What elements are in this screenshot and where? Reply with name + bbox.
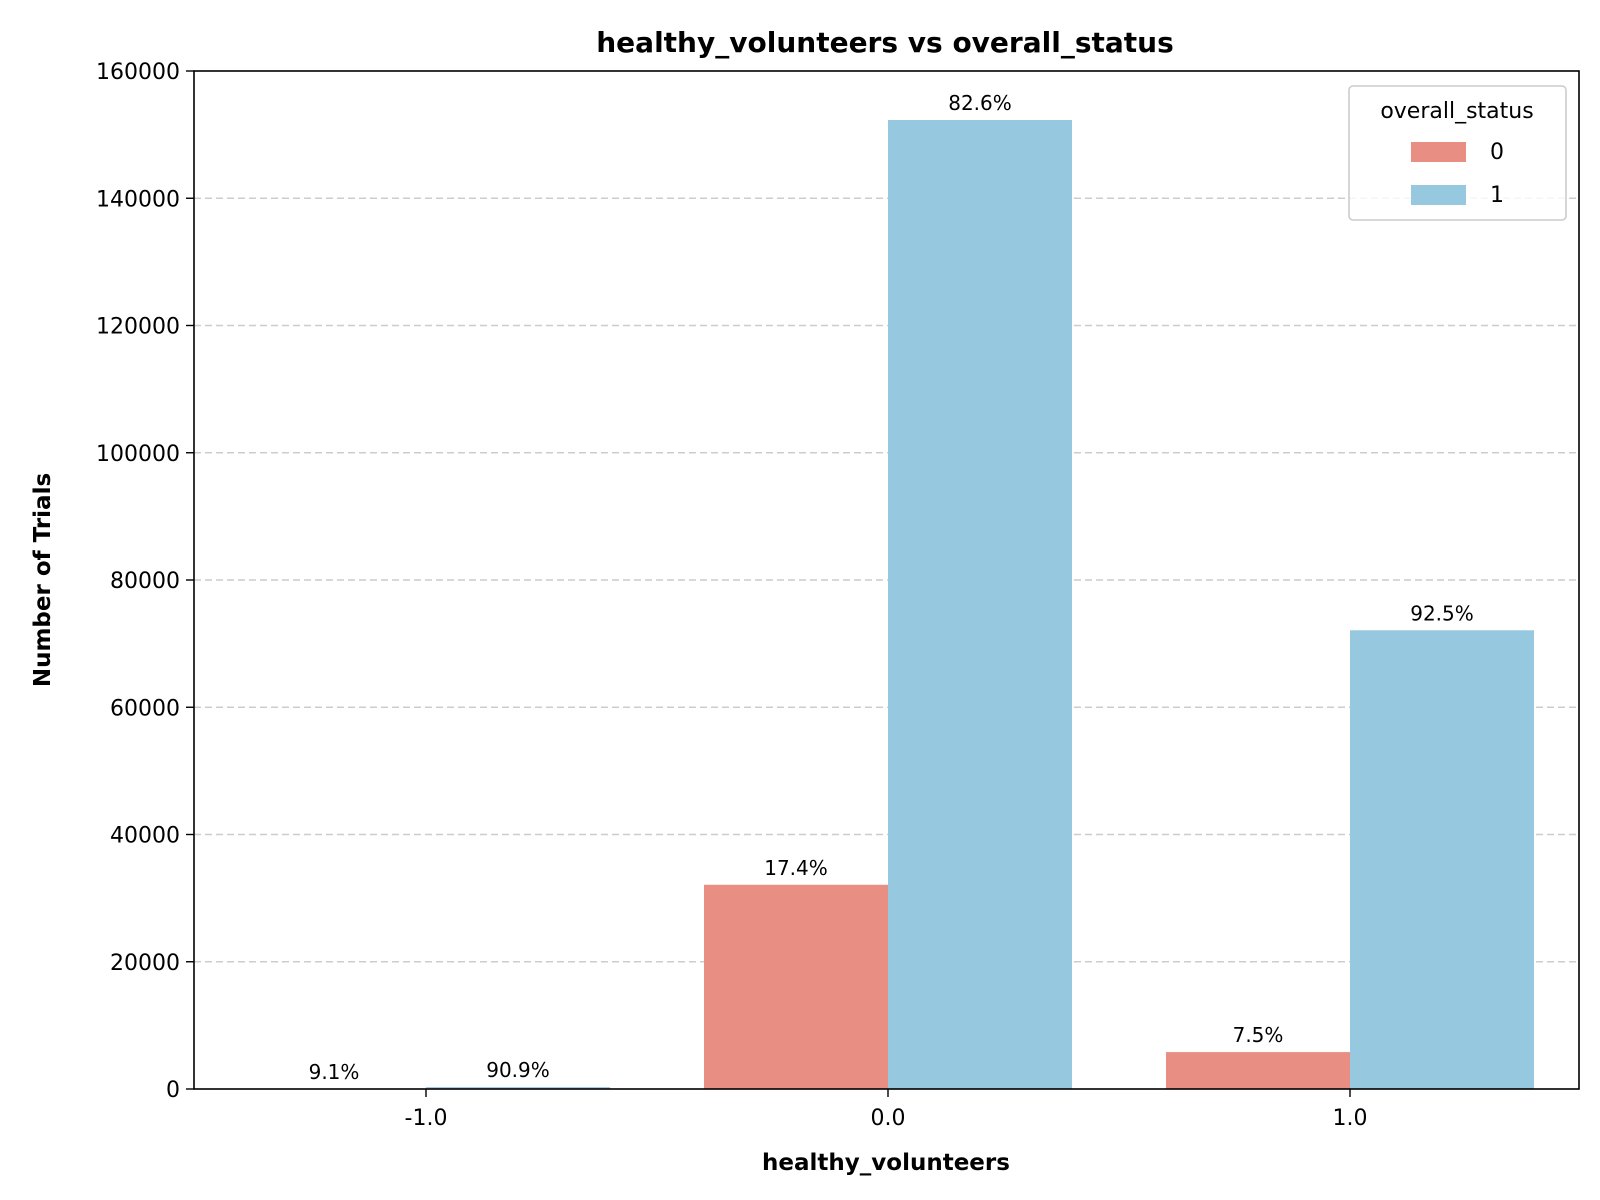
bar-series-0-1.0 bbox=[1166, 1052, 1350, 1089]
bar-series-1-1.0 bbox=[1350, 630, 1534, 1089]
data-label: 9.1% bbox=[309, 1060, 360, 1084]
y-tick-label: 20000 bbox=[110, 951, 180, 976]
data-labels: 9.1% 17.4% 7.5% 90.9% 82.6% 92.5% bbox=[309, 91, 1474, 1084]
data-label: 7.5% bbox=[1233, 1023, 1284, 1047]
legend-label-0: 0 bbox=[1490, 140, 1504, 165]
y-axis: 0 20000 40000 60000 80000 100000 120000 140000 1… bbox=[96, 60, 194, 1103]
data-label: 82.6% bbox=[948, 91, 1012, 115]
legend: overall_status 01 bbox=[1348, 85, 1567, 221]
legend-items: 01 bbox=[1411, 140, 1504, 208]
y-tick-label: 60000 bbox=[110, 696, 180, 721]
y-tick-label: 120000 bbox=[96, 315, 180, 340]
data-label: 92.5% bbox=[1410, 601, 1474, 625]
bar-series-1-0.0 bbox=[888, 119, 1072, 1089]
legend-label-1: 1 bbox=[1490, 183, 1504, 208]
legend-swatch-1 bbox=[1411, 185, 1466, 205]
y-tick-label: 140000 bbox=[96, 187, 180, 212]
y-tick-label: 100000 bbox=[96, 442, 180, 467]
x-tick-label: 1.0 bbox=[1333, 1106, 1368, 1131]
y-tick-label: 160000 bbox=[96, 60, 180, 85]
legend-swatch-0 bbox=[1411, 142, 1466, 162]
chart-title: healthy_volunteers vs overall_status bbox=[596, 26, 1174, 59]
x-tick-label: -1.0 bbox=[405, 1106, 448, 1131]
bar-series-1--1.0 bbox=[426, 1087, 610, 1089]
legend-title: overall_status bbox=[1380, 99, 1533, 124]
y-tick-label: 0 bbox=[166, 1078, 180, 1103]
data-label: 17.4% bbox=[764, 856, 828, 880]
x-axis-label: healthy_volunteers bbox=[762, 1150, 1010, 1176]
bars bbox=[242, 119, 1534, 1089]
x-axis: -1.0 0.0 1.0 bbox=[405, 1089, 1368, 1131]
bar-series-0-0.0 bbox=[704, 884, 888, 1089]
y-tick-label: 40000 bbox=[110, 824, 180, 849]
x-tick-label: 0.0 bbox=[871, 1106, 906, 1131]
data-label: 90.9% bbox=[486, 1058, 550, 1082]
y-tick-label: 80000 bbox=[110, 569, 180, 594]
y-axis-label: Number of Trials bbox=[30, 473, 56, 687]
